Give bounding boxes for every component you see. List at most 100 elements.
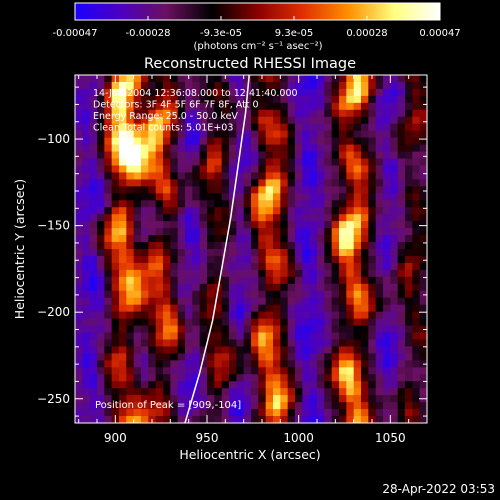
- heatmap-cell: [317, 207, 325, 215]
- heatmap-cell: [258, 262, 267, 271]
- heatmap-cell: [141, 290, 149, 299]
- heatmap-cell: [361, 325, 369, 333]
- heatmap-cell: [236, 221, 245, 229]
- heatmap-cell: [236, 304, 245, 313]
- heatmap-cell: [390, 130, 399, 139]
- heatmap-cell: [229, 276, 237, 285]
- heatmap-cell: [119, 151, 127, 159]
- heatmap-cell: [419, 409, 427, 417]
- heatmap-cell: [236, 81, 245, 90]
- heatmap-cell: [302, 130, 311, 139]
- heatmap-cell: [192, 221, 201, 229]
- heatmap-cell: [309, 297, 318, 306]
- heatmap-cell: [229, 262, 237, 271]
- heatmap-cell: [324, 207, 333, 215]
- heatmap-cell: [177, 75, 186, 83]
- heatmap-cell: [317, 304, 325, 313]
- heatmap-cell: [309, 381, 318, 389]
- heatmap-cell: [163, 137, 171, 145]
- heatmap-cell: [89, 151, 98, 159]
- heatmap-cell: [97, 325, 105, 333]
- heatmap-cell: [361, 332, 369, 340]
- heatmap-cell: [419, 130, 427, 139]
- heatmap-cell: [361, 297, 369, 306]
- heatmap-cell: [375, 304, 384, 313]
- heatmap-cell: [199, 304, 208, 313]
- heatmap-cell: [287, 402, 296, 410]
- heatmap-cell: [126, 75, 135, 83]
- heatmap-cell: [397, 165, 406, 173]
- heatmap-cell: [361, 144, 369, 152]
- heatmap-cell: [155, 137, 164, 145]
- heatmap-cell: [185, 207, 193, 215]
- heatmap-cell: [397, 276, 406, 285]
- heatmap-cell: [346, 137, 355, 145]
- heatmap-cell: [148, 388, 157, 396]
- heatmap-cell: [82, 221, 91, 229]
- heatmap-cell: [111, 388, 120, 396]
- heatmap-cell: [221, 193, 230, 201]
- heatmap-cell: [185, 137, 193, 145]
- heatmap-cell: [192, 332, 201, 340]
- heatmap-cell: [236, 193, 245, 201]
- heatmap-cell: [185, 130, 193, 139]
- heatmap-cell: [221, 325, 230, 333]
- heatmap-cell: [390, 276, 399, 285]
- heatmap-cell: [280, 269, 289, 278]
- heatmap-cell: [390, 269, 399, 278]
- heatmap-cell: [155, 242, 164, 250]
- heatmap-cell: [148, 151, 157, 159]
- heatmap-cell: [126, 151, 135, 159]
- heatmap-cell: [353, 207, 362, 215]
- heatmap-cell: [133, 304, 142, 313]
- heatmap-cell: [119, 304, 127, 313]
- heatmap-cell: [163, 402, 171, 410]
- heatmap-cell: [199, 193, 208, 201]
- heatmap-cell: [214, 367, 223, 375]
- heatmap-cell: [133, 158, 142, 166]
- heatmap-cell: [170, 395, 179, 403]
- heatmap-cell: [236, 102, 245, 111]
- heatmap-cell: [375, 374, 384, 382]
- heatmap-cell: [317, 109, 325, 118]
- heatmap-cell: [251, 144, 259, 152]
- heatmap-cell: [346, 193, 355, 201]
- heatmap-cell: [368, 144, 377, 152]
- heatmap-cell: [397, 207, 406, 215]
- heatmap-cell: [141, 332, 149, 340]
- heatmap-cell: [155, 346, 164, 354]
- heatmap-cell: [280, 374, 289, 382]
- heatmap-cell: [258, 332, 267, 340]
- heatmap-cell: [199, 200, 208, 208]
- heatmap-cell: [104, 214, 113, 222]
- heatmap-cell: [383, 123, 391, 132]
- heatmap-cell: [163, 325, 171, 333]
- heatmap-cell: [221, 130, 230, 139]
- heatmap-cell: [317, 325, 325, 333]
- heatmap-cell: [309, 95, 318, 104]
- heatmap-cell: [236, 214, 245, 222]
- x-tick-label: 950: [196, 431, 219, 445]
- heatmap-cell: [214, 262, 223, 271]
- heatmap-cell: [243, 304, 252, 313]
- heatmap-cell: [141, 75, 149, 83]
- heatmap-cell: [236, 297, 245, 306]
- heatmap-cell: [75, 346, 83, 354]
- heatmap-cell: [397, 262, 406, 271]
- heatmap-cell: [368, 353, 377, 361]
- heatmap-cell: [126, 172, 135, 180]
- heatmap-cell: [75, 318, 83, 326]
- heatmap-cell: [221, 374, 230, 382]
- heatmap-cell: [185, 395, 193, 403]
- heatmap-cell: [75, 179, 83, 187]
- heatmap-cell: [148, 409, 157, 417]
- heatmap-cell: [383, 255, 391, 264]
- heatmap-cell: [119, 207, 127, 215]
- heatmap-cell: [126, 214, 135, 222]
- heatmap-cell: [302, 95, 311, 104]
- heatmap-cell: [155, 75, 164, 83]
- heatmap-cell: [287, 179, 296, 187]
- heatmap-cell: [119, 249, 127, 257]
- heatmap-cell: [361, 186, 369, 194]
- heatmap-cell: [390, 88, 399, 97]
